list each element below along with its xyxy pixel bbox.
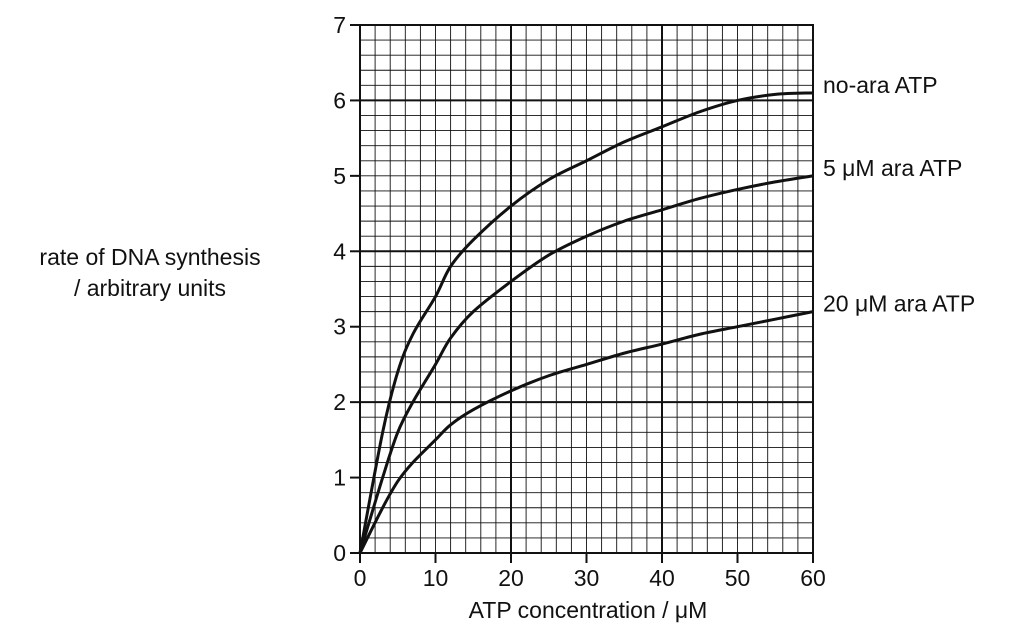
y-tick-label: 2 xyxy=(333,389,346,415)
axes xyxy=(350,24,814,563)
y-axis-label-line2: / arbitrary units xyxy=(73,275,227,301)
y-tick-label: 1 xyxy=(333,465,346,491)
series-line-2 xyxy=(358,174,814,554)
y-tick-label: 0 xyxy=(333,540,346,566)
y-tick-label: 7 xyxy=(333,12,346,38)
x-tick-label: 60 xyxy=(800,565,826,591)
x-tick-label: 0 xyxy=(354,565,367,591)
series-label-2: 5 μM ara ATP xyxy=(823,155,962,181)
minor-grid xyxy=(359,24,814,554)
y-axis-label: rate of DNA synthesis / arbitrary units xyxy=(0,242,300,304)
y-tick-label: 4 xyxy=(333,238,346,264)
series-line-3 xyxy=(358,310,814,554)
x-tick-label: 10 xyxy=(423,565,449,591)
tick-labels: 0 1 2 3 4 5 6 7 0 10 20 30 40 50 60 xyxy=(333,12,826,591)
series-labels: no-ara ATP 5 μM ara ATP 20 μM ara ATP xyxy=(823,72,975,317)
y-tick-label: 5 xyxy=(333,163,346,189)
series-label-1: no-ara ATP xyxy=(823,72,938,98)
x-tick-label: 20 xyxy=(498,565,524,591)
x-tick-label: 50 xyxy=(725,565,751,591)
y-tick-label: 3 xyxy=(333,314,346,340)
series-line-1 xyxy=(358,91,814,554)
y-tick-label: 6 xyxy=(333,87,346,113)
series-lines xyxy=(358,91,814,554)
series-label-3: 20 μM ara ATP xyxy=(823,291,975,317)
x-tick-label: 30 xyxy=(574,565,600,591)
y-axis-label-line1: rate of DNA synthesis xyxy=(39,244,261,270)
x-tick-label: 40 xyxy=(649,565,675,591)
x-axis-label: ATP concentration / μM xyxy=(468,597,708,623)
